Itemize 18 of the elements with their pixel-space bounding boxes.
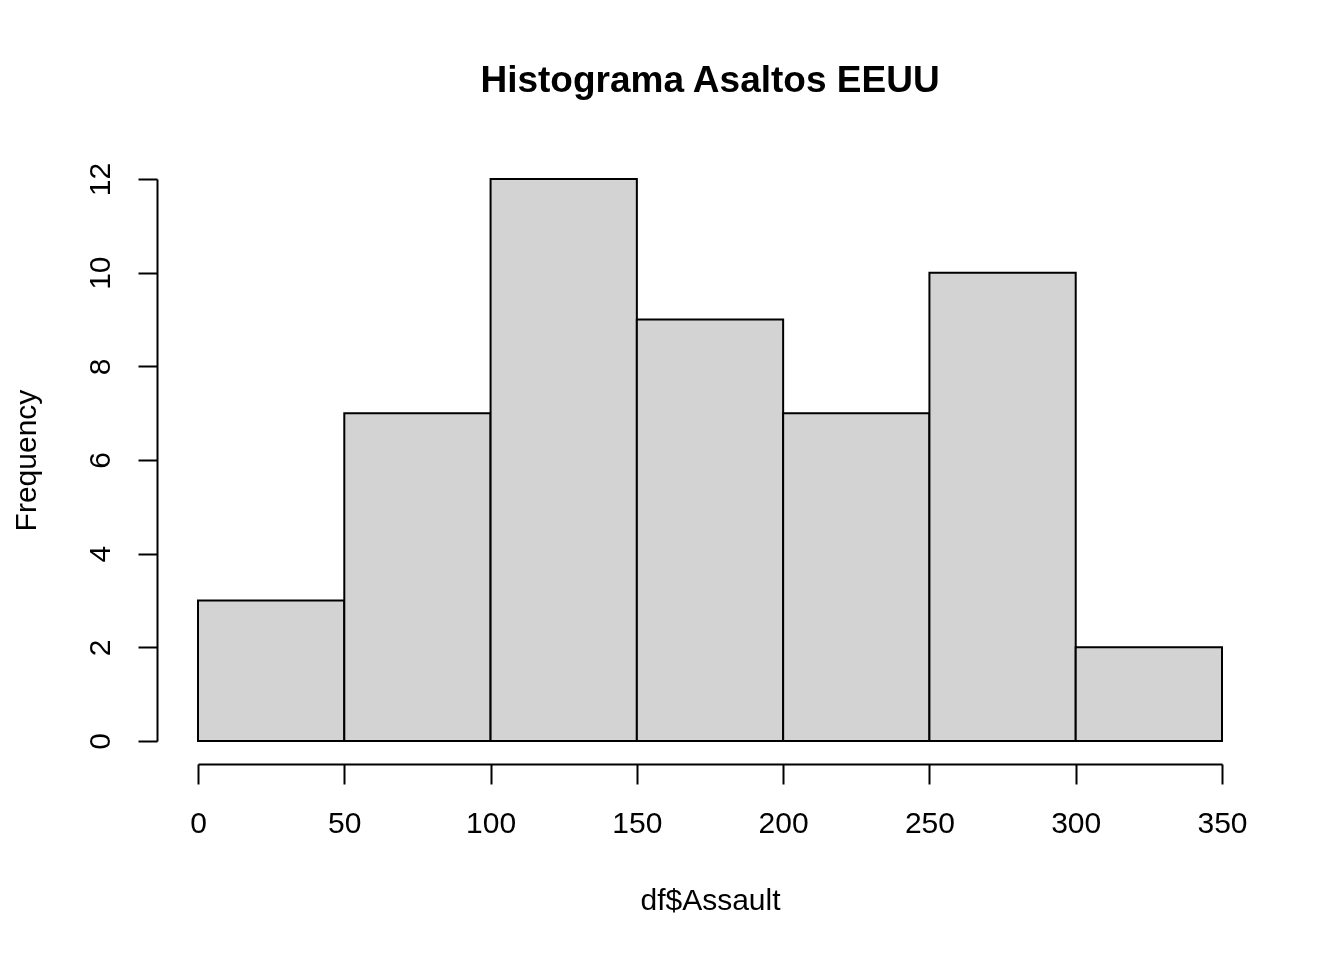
x-tick-label: 50 xyxy=(328,805,362,839)
y-axis-title: Frequency xyxy=(8,389,42,532)
chart-title: Histograma Asaltos EEUU xyxy=(480,59,940,101)
x-tick-label: 0 xyxy=(190,805,207,839)
y-tick-label: 0 xyxy=(82,733,116,750)
x-tick-label: 100 xyxy=(466,805,517,839)
x-tick-label: 300 xyxy=(1051,805,1102,839)
y-tick-label: 10 xyxy=(82,256,116,290)
y-tick-label: 8 xyxy=(82,358,116,376)
x-tick-label: 200 xyxy=(758,805,809,839)
y-tick-label: 12 xyxy=(82,162,116,197)
x-axis-title: df$Assault xyxy=(640,882,782,916)
x-tick-label: 350 xyxy=(1197,805,1248,839)
x-tick-label: 150 xyxy=(612,805,663,839)
y-tick-label: 4 xyxy=(82,545,116,563)
x-tick-label: 250 xyxy=(904,805,955,839)
y-tick-label: 2 xyxy=(82,639,116,657)
y-tick-label: 6 xyxy=(82,452,116,469)
